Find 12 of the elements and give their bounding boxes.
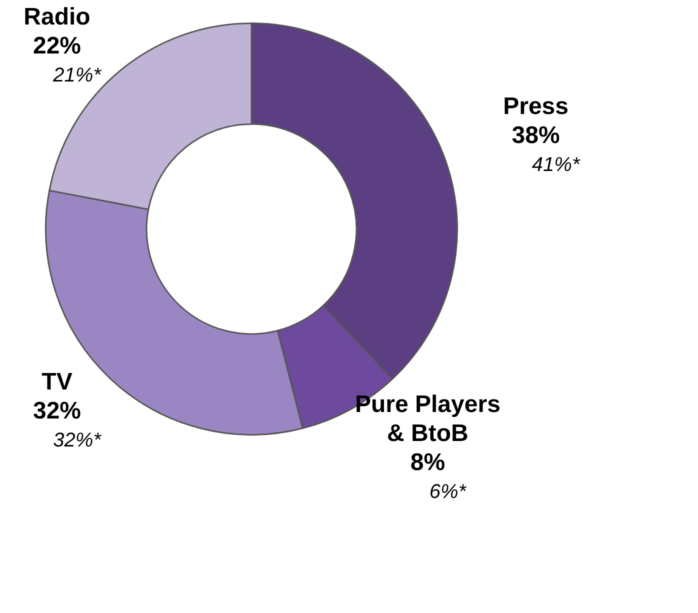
slice-label: Press	[503, 93, 568, 120]
data-label: 8%	[410, 449, 446, 476]
data-label: 32%	[32, 398, 82, 425]
slice-label: Pure Players & BtoB	[354, 391, 500, 448]
data-label: 22%	[32, 32, 82, 60]
slice-label: Radio	[24, 4, 90, 31]
slice-label: TV	[42, 368, 72, 396]
data-label: 38%	[512, 122, 560, 150]
text: 6%*	[429, 481, 466, 504]
text: 32%*	[53, 430, 101, 452]
text: 41%*	[532, 154, 580, 176]
text: 21%*	[53, 64, 101, 87]
